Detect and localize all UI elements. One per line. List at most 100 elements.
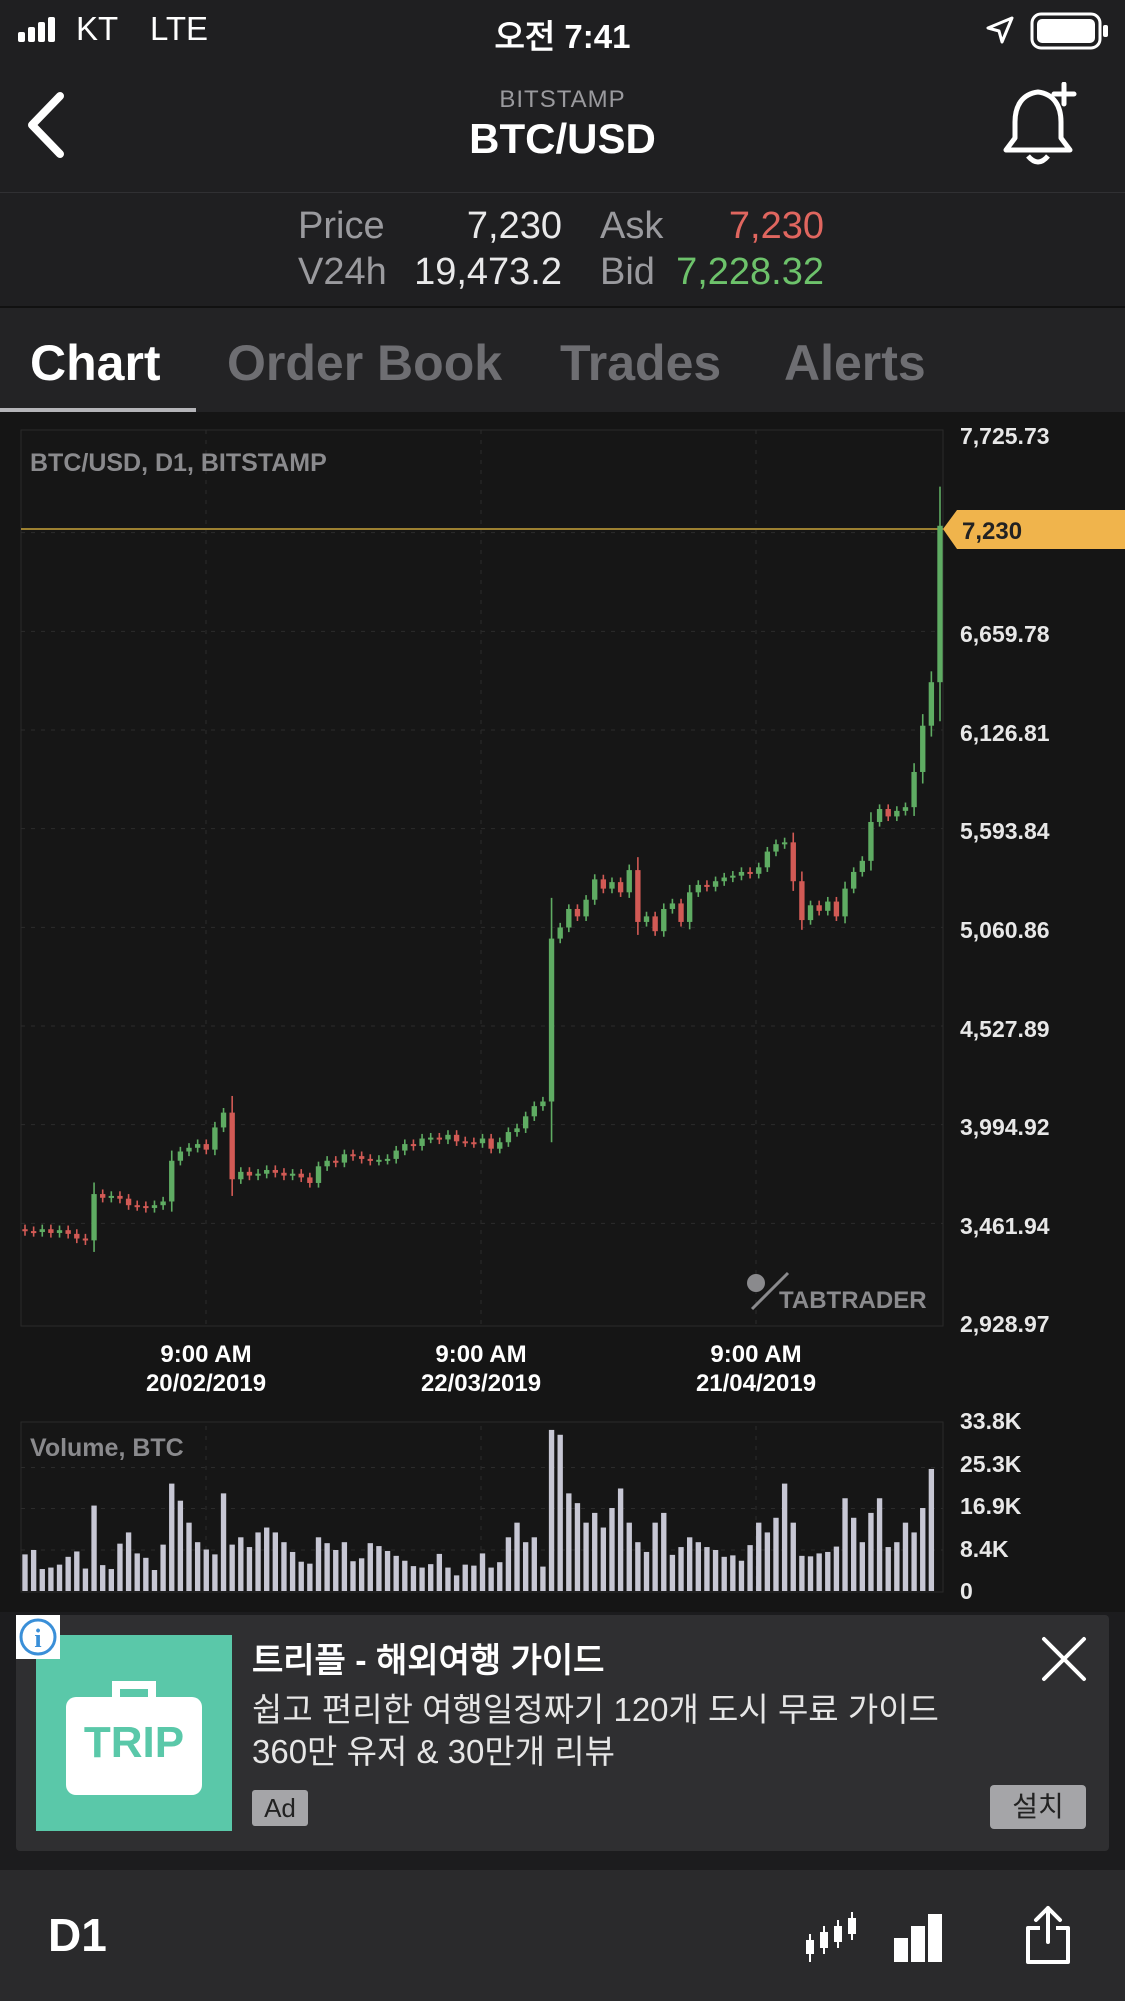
volume-bar [384,1550,391,1591]
candle-body [730,875,736,878]
back-icon[interactable] [22,90,72,160]
candle-body [574,908,581,917]
candle-body [781,842,788,845]
y-tick-label: 3,461.94 [960,1213,1050,1239]
active-tab-indicator [0,408,196,412]
candle-body [600,879,607,889]
candle-body [920,725,926,772]
price-chart[interactable]: 7,230 7,725.73 6,659.78 6,126.81 5,593.84 5,… [0,412,1125,1612]
volume-bar [289,1551,296,1591]
volume-bar [419,1567,425,1591]
volume-bar [574,1503,581,1591]
watermark-text: TABTRADER [779,1287,927,1314]
x-tick-date: 21/04/2019 [696,1370,816,1397]
volume-bar [609,1508,615,1591]
candle-body [194,1144,201,1148]
candle-body [652,916,658,932]
price-panel [20,429,944,1327]
candle-body [350,1154,356,1157]
volume-bar [747,1545,753,1591]
status-bar: KT LTE 오전 7:41 [0,0,1125,62]
volume-bar [695,1542,701,1591]
bid-label: Bid [600,251,655,293]
volume-bar [177,1500,184,1591]
volume-bar [117,1543,123,1591]
candle-body [497,1142,503,1149]
candle-body [255,1173,261,1176]
volume-bar [902,1522,909,1591]
volume-bar [557,1434,563,1591]
tab-bar: Chart Order Book Trades Alerts [0,308,1125,412]
volume-bar [315,1537,322,1591]
candle-body [471,1142,477,1145]
candle-body [505,1132,512,1143]
location-arrow-icon [986,16,1014,44]
volume-bar [859,1542,865,1591]
volume-bar [39,1569,45,1591]
volume-tick-label: 33.8K [960,1408,1022,1434]
candle-body [419,1138,425,1146]
ask-label: Ask [600,205,664,247]
x-tick-date: 20/02/2019 [146,1370,266,1397]
volume-bar [566,1493,572,1591]
candle-body [540,1101,546,1107]
tab-trades[interactable]: Trades [560,335,722,391]
add-alert-bell-icon[interactable] [998,82,1082,172]
ad-install-button[interactable]: 설치 [990,1785,1086,1829]
y-tick-label: 7,725.73 [960,423,1050,449]
candle-body [833,901,840,917]
tab-alerts[interactable]: Alerts [784,335,926,391]
candle-body [39,1229,45,1233]
ad-app-logo[interactable]: TRIP [36,1635,232,1831]
candle-body [203,1144,209,1150]
volume-bar [669,1554,676,1591]
volume-bar [505,1537,512,1591]
battery-icon [1030,12,1108,50]
candlestick-type-icon[interactable] [802,1910,864,1966]
candle-body [56,1230,63,1233]
timeframe-selector[interactable]: D1 [48,1909,107,1961]
ad-close-icon[interactable] [1040,1635,1088,1683]
volume-bar [30,1549,37,1591]
volume-bar [781,1483,788,1591]
candle-body [790,842,796,882]
candle-body [911,771,917,808]
indicators-icon[interactable] [892,1912,944,1964]
volume-bar [246,1547,253,1591]
candle-body [453,1134,460,1142]
candle-body [617,882,624,893]
candle-body [428,1137,434,1140]
candle-body [514,1128,520,1133]
x-tick-date: 22/03/2019 [421,1370,541,1397]
candle-body [548,938,555,1102]
volume-bar [376,1546,382,1591]
candle-body [298,1173,304,1178]
chart-area[interactable]: 7,230 7,725.73 6,659.78 6,126.81 5,593.84 5,… [0,412,1125,1612]
tab-order-book[interactable]: Order Book [227,335,503,391]
candle-body [436,1137,443,1140]
volume-bar [825,1551,831,1591]
ad-title[interactable]: 트리플 - 해외여행 가이드 [252,1642,605,1680]
volume-bar [807,1556,814,1591]
ad-info-badge[interactable]: i [16,1615,60,1659]
volume-bar [212,1554,218,1591]
volume-bar [428,1564,434,1591]
bid-value: 7,228.32 [676,251,824,293]
candle-body [65,1230,71,1234]
candle-body [289,1173,296,1176]
volume-bar [125,1532,132,1591]
volume-bar [56,1564,63,1591]
volume-grid [21,1426,943,1591]
svg-text:i: i [34,1624,41,1653]
tab-chart[interactable]: Chart [30,335,161,391]
candle-body [324,1160,330,1167]
volume-bar [643,1551,650,1591]
ad-banner[interactable]: TRIP 트리플 - 해외여행 가이드 쉽고 편리한 여행일정짜기 120개 도… [16,1615,1109,1851]
watermark-slash-icon [750,1271,790,1311]
candle-body [272,1170,279,1173]
share-icon[interactable] [1024,1904,1072,1966]
candle-body [851,871,857,889]
pair-title: BTC/USD [469,115,656,162]
volume-bar [358,1558,365,1591]
volume-bar [220,1493,227,1591]
